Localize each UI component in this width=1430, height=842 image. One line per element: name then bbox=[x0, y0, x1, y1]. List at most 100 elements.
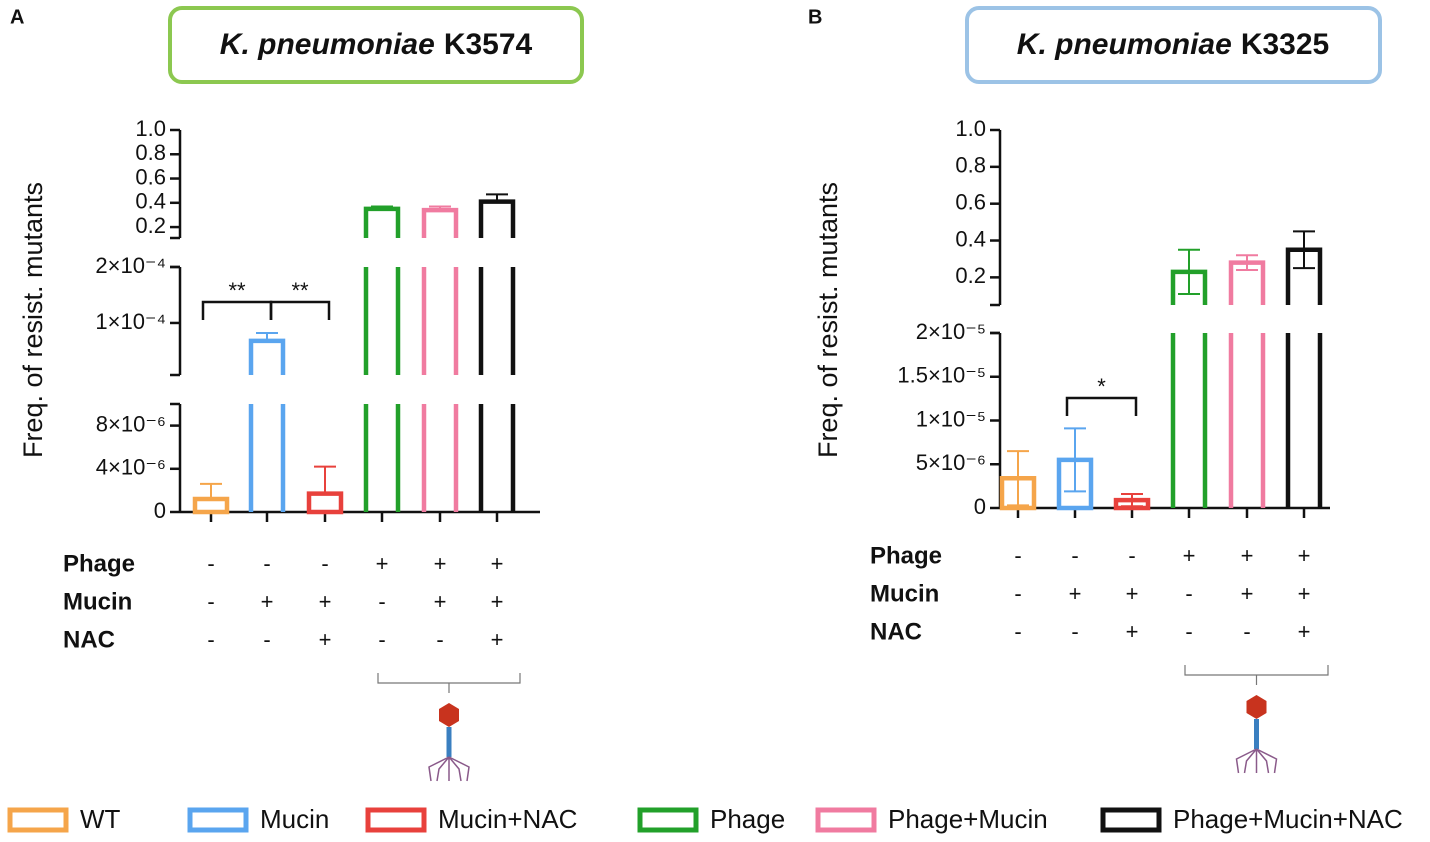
error-bar bbox=[429, 205, 451, 211]
condition-sign: + bbox=[491, 551, 504, 576]
significance-bracket bbox=[1065, 396, 1138, 416]
panel-label: A bbox=[10, 6, 24, 28]
bar bbox=[192, 496, 230, 515]
title-strain: K3574 bbox=[444, 28, 533, 61]
condition-sign: - bbox=[1243, 619, 1250, 644]
y-tick-label: 2×10⁻⁴ bbox=[95, 253, 166, 278]
condition-sign: + bbox=[319, 589, 332, 614]
title-species: K. pneumoniae bbox=[220, 28, 435, 61]
y-tick-label: 0.4 bbox=[955, 226, 986, 251]
legend-swatch bbox=[187, 807, 249, 833]
error-bar bbox=[1293, 230, 1315, 270]
condition-sign: - bbox=[263, 627, 270, 652]
bar bbox=[306, 491, 344, 515]
condition-sign: - bbox=[1185, 581, 1192, 606]
error-bar bbox=[1007, 450, 1029, 507]
legend-swatch bbox=[365, 807, 427, 833]
y-tick-label: 1×10⁻⁵ bbox=[916, 406, 986, 431]
condition-sign: + bbox=[1126, 581, 1139, 606]
condition-sign: - bbox=[378, 627, 385, 652]
legend-label: Phage bbox=[710, 804, 785, 834]
brace bbox=[1184, 665, 1329, 685]
error-bar bbox=[371, 205, 393, 209]
y-tick-label: 1.0 bbox=[955, 116, 986, 141]
condition-sign: + bbox=[1069, 581, 1082, 606]
bar bbox=[478, 199, 516, 512]
phage-tail bbox=[446, 727, 452, 757]
condition-sign: - bbox=[1071, 619, 1078, 644]
condition-sign: + bbox=[1298, 581, 1311, 606]
condition-sign: + bbox=[491, 627, 504, 652]
significance-bracket bbox=[201, 300, 273, 320]
condition-sign: - bbox=[1014, 543, 1021, 568]
error-bar bbox=[486, 193, 508, 202]
y-tick-label: 0.4 bbox=[135, 189, 166, 214]
condition-name: Mucin bbox=[63, 588, 132, 615]
condition-sign: - bbox=[207, 551, 214, 576]
condition-sign: - bbox=[263, 551, 270, 576]
condition-sign: + bbox=[261, 589, 274, 614]
legend-swatch bbox=[7, 807, 69, 833]
error-bar bbox=[1064, 427, 1086, 493]
bar bbox=[363, 206, 401, 512]
phage-legs bbox=[428, 756, 470, 782]
bar bbox=[248, 338, 286, 512]
y-tick-label: 0.6 bbox=[135, 164, 166, 189]
panel-label: B bbox=[808, 6, 822, 28]
condition-sign: - bbox=[321, 551, 328, 576]
y-tick-label: 1.0 bbox=[135, 116, 166, 141]
condition-sign: - bbox=[207, 627, 214, 652]
condition-sign: + bbox=[1298, 543, 1311, 568]
y-axis-label: Freq. of resist. mutants bbox=[18, 182, 48, 458]
error-bar bbox=[200, 482, 222, 500]
title-species: K. pneumoniae bbox=[1017, 28, 1232, 61]
error-bar bbox=[314, 465, 336, 494]
bar bbox=[1056, 457, 1094, 511]
bar bbox=[1170, 269, 1208, 508]
condition-sign: - bbox=[1071, 543, 1078, 568]
condition-sign: + bbox=[1126, 619, 1139, 644]
significance-label: ** bbox=[228, 278, 246, 303]
legend-label: Phage+Mucin+NAC bbox=[1173, 804, 1403, 834]
phage-legs bbox=[1235, 748, 1278, 774]
condition-sign: + bbox=[434, 551, 447, 576]
significance-bracket bbox=[269, 300, 331, 320]
legend-swatch bbox=[1100, 807, 1162, 833]
y-tick-label: 0.2 bbox=[135, 213, 166, 238]
significance-label: * bbox=[1097, 374, 1106, 399]
condition-sign: - bbox=[207, 589, 214, 614]
y-tick-label: 1×10⁻⁴ bbox=[95, 309, 166, 334]
legend-swatch bbox=[815, 807, 877, 833]
error-bar bbox=[1121, 493, 1143, 508]
condition-sign: + bbox=[1183, 543, 1196, 568]
y-tick-label: 2×10⁻⁵ bbox=[916, 319, 986, 344]
legend-label: Mucin bbox=[260, 804, 329, 834]
legend-label: Phage+Mucin bbox=[888, 804, 1048, 834]
condition-sign: + bbox=[376, 551, 389, 576]
condition-name: Mucin bbox=[870, 580, 939, 607]
chart-title: K. pneumoniae K3574 bbox=[220, 28, 533, 61]
condition-sign: + bbox=[319, 627, 332, 652]
y-axis-label: Freq. of resist. mutants bbox=[813, 182, 843, 458]
condition-sign: + bbox=[1241, 543, 1254, 568]
y-tick-label: 0 bbox=[974, 494, 986, 519]
condition-sign: - bbox=[1128, 543, 1135, 568]
title-strain: K3325 bbox=[1241, 28, 1329, 61]
y-tick-label: 5×10⁻⁶ bbox=[916, 450, 986, 475]
error-bar bbox=[1236, 254, 1258, 271]
y-tick-label: 0.6 bbox=[955, 189, 986, 214]
condition-sign: - bbox=[1014, 619, 1021, 644]
y-tick-label: 1.5×10⁻⁵ bbox=[897, 363, 986, 388]
legend-swatch bbox=[637, 807, 699, 833]
y-tick-label: 0 bbox=[154, 498, 166, 523]
legend-label: Mucin+NAC bbox=[438, 804, 577, 834]
condition-sign: + bbox=[491, 589, 504, 614]
condition-sign: + bbox=[434, 589, 447, 614]
brace bbox=[377, 673, 521, 693]
condition-name: NAC bbox=[63, 626, 115, 653]
y-tick-label: 0.2 bbox=[955, 263, 986, 288]
error-bar bbox=[256, 332, 278, 341]
condition-sign: - bbox=[1185, 619, 1192, 644]
phage-head bbox=[1246, 695, 1267, 719]
